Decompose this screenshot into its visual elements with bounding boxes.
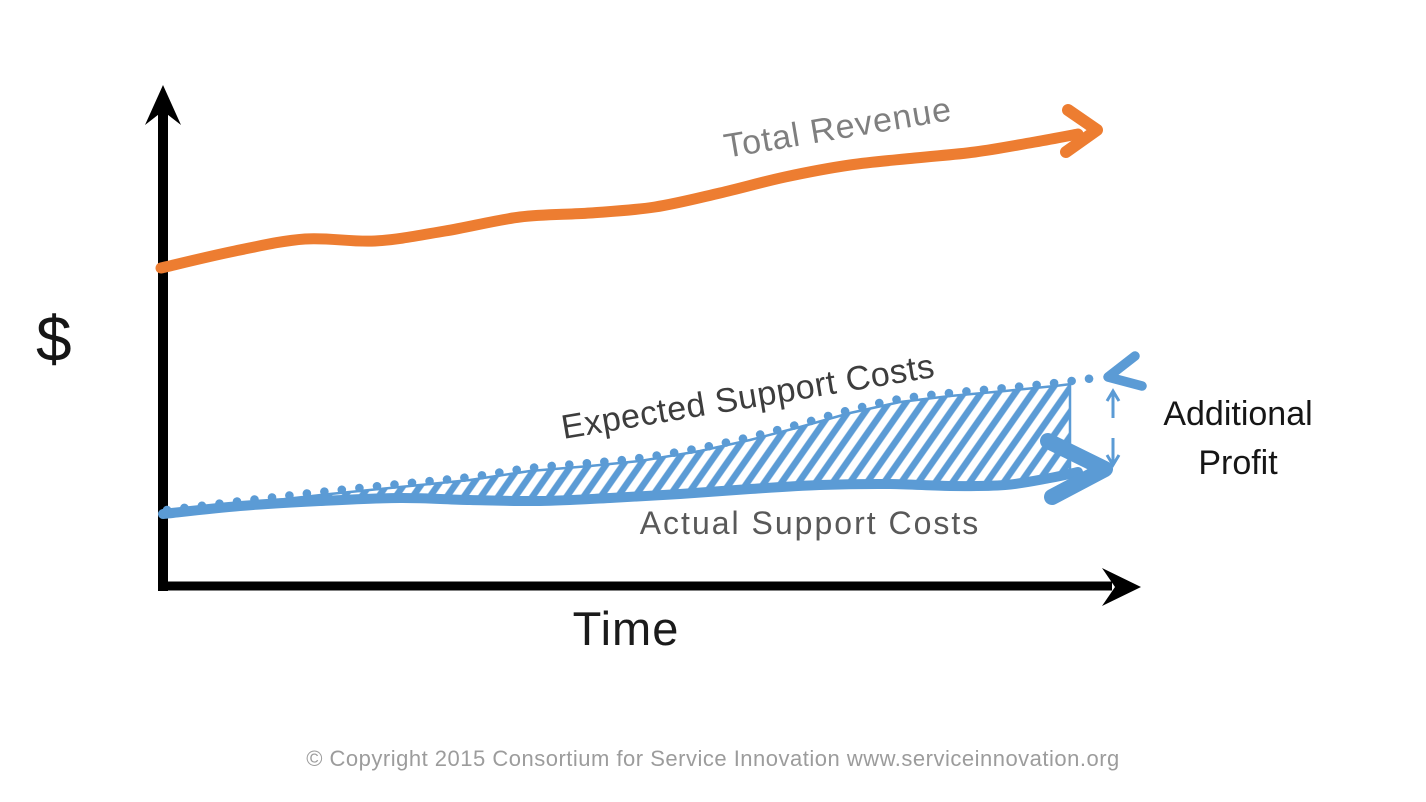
y-axis-label: $ bbox=[36, 303, 72, 375]
copyright-text: © Copyright 2015 Consortium for Service … bbox=[306, 746, 1120, 771]
x-axis-label: Time bbox=[572, 602, 680, 655]
actual-support-costs-label: Actual Support Costs bbox=[639, 505, 981, 541]
additional-profit-label: Additional Profit bbox=[1143, 390, 1333, 488]
additional-profit-line2: Profit bbox=[1198, 444, 1278, 482]
additional-profit-line1: Additional bbox=[1163, 395, 1313, 433]
